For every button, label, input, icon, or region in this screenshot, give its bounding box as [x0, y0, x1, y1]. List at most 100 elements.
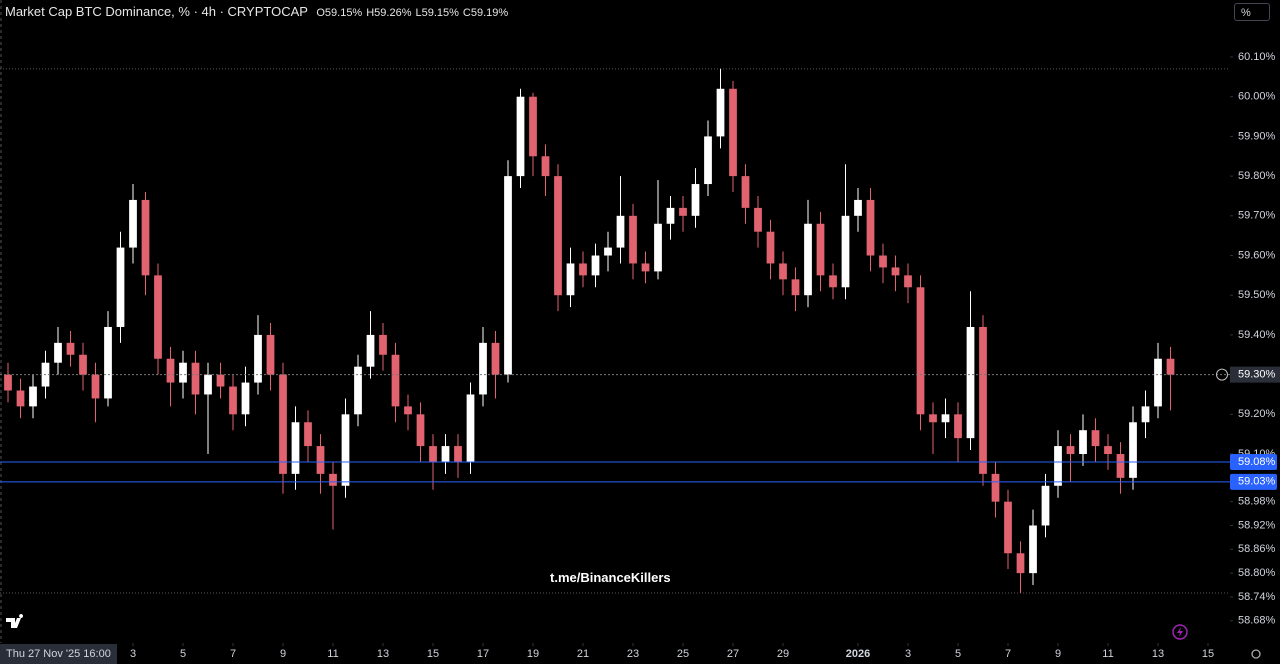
- candle-body: [154, 275, 162, 359]
- candle-body: [491, 342, 500, 375]
- candle-body: [266, 334, 275, 375]
- settings-icon[interactable]: [1251, 649, 1261, 659]
- candle-body: [54, 342, 62, 363]
- candle-body: [441, 446, 450, 462]
- x-tick-label: 23: [627, 648, 639, 660]
- ohlc-key: L: [415, 7, 422, 19]
- x-tick-label: 17: [477, 648, 489, 660]
- candle-body: [1154, 358, 1162, 407]
- ohlc-key: O: [316, 7, 325, 19]
- level-tag: [1230, 473, 1277, 490]
- candle-body: [1091, 430, 1100, 447]
- candle-body: [66, 342, 75, 355]
- candle-body: [941, 414, 950, 423]
- candle-body: [616, 215, 625, 248]
- x-tick-label: 21: [577, 648, 589, 660]
- candle-body: [454, 446, 462, 462]
- x-tick-label: 13: [1152, 648, 1164, 660]
- ohlc-value: 59.26%: [374, 7, 412, 19]
- bolt-icon[interactable]: [1172, 624, 1188, 640]
- x-tick-label: 7: [230, 648, 236, 660]
- tv-logo: [6, 614, 24, 628]
- candle-body: [179, 362, 187, 383]
- candle-body: [229, 386, 237, 415]
- x-tick-label: 27: [727, 648, 739, 660]
- watermark: t.me/BinanceKillers: [550, 570, 671, 585]
- candle-body: [591, 255, 600, 276]
- candle-body: [991, 473, 1000, 502]
- y-tick-label: 58.86%: [1238, 543, 1276, 555]
- x-tick-label: 7: [1005, 648, 1011, 660]
- y-tick-label: 59.70%: [1238, 210, 1276, 222]
- candle-body: [954, 414, 962, 439]
- candle-body: [754, 207, 762, 232]
- candle-body: [79, 354, 87, 375]
- candle-body: [729, 88, 737, 177]
- y-tick-label: 58.98%: [1238, 496, 1276, 508]
- y-tick-label: 59.40%: [1238, 329, 1276, 341]
- candle-body: [1079, 430, 1087, 455]
- x-tick-label: 2026: [846, 648, 870, 660]
- crosshair-date-label: Thu 27 Nov '25 16:00: [0, 644, 117, 664]
- candle-body: [1041, 485, 1050, 526]
- candle-body: [379, 334, 387, 355]
- candle-body: [654, 223, 662, 272]
- x-tick-label: 5: [955, 648, 961, 660]
- candle-body: [829, 275, 837, 288]
- candle-body: [341, 414, 350, 486]
- candle-body: [716, 88, 725, 137]
- candle-body: [529, 96, 537, 157]
- ohlc-item: O59.15%: [316, 7, 362, 19]
- candle-body: [29, 386, 37, 407]
- candle-body: [1054, 446, 1062, 486]
- level-tag: [1230, 453, 1277, 470]
- candle-body: [1029, 525, 1037, 574]
- candle-body: [704, 136, 712, 185]
- candle-body: [254, 334, 262, 383]
- candle-body: [679, 207, 687, 216]
- candle-body: [166, 358, 175, 383]
- ohlc-item: C59.19%: [463, 7, 508, 19]
- unit-button[interactable]: %: [1234, 3, 1270, 21]
- chart-title: Market Cap BTC Dominance, % · 4h · CRYPT…: [5, 4, 308, 19]
- ohlc-value: 59.15%: [421, 7, 459, 19]
- x-tick-label: 3: [905, 648, 911, 660]
- candle-body: [479, 342, 487, 395]
- candle-body: [891, 267, 900, 276]
- add-level-icon[interactable]: [1216, 368, 1228, 381]
- y-tick-label: 59.50%: [1238, 289, 1276, 301]
- candle-body: [579, 263, 587, 276]
- candle-body: [916, 287, 925, 415]
- candle-body: [1129, 422, 1137, 478]
- candle-body: [404, 406, 412, 415]
- candle-body: [779, 263, 787, 280]
- candle-body: [741, 176, 750, 208]
- y-tick-label: 60.00%: [1238, 91, 1276, 103]
- candle-body: [904, 275, 912, 288]
- candle-body: [191, 362, 200, 395]
- candle-body: [329, 473, 337, 486]
- x-tick-label: 19: [527, 648, 539, 660]
- candle-body: [966, 326, 975, 439]
- y-tick-label: 59.60%: [1238, 249, 1276, 261]
- candle-body: [279, 374, 287, 474]
- candle-body: [291, 422, 300, 474]
- candle-body: [979, 326, 987, 474]
- candle-body: [129, 199, 137, 248]
- candle-body: [241, 382, 250, 415]
- ohlc-item: L59.15%: [415, 7, 458, 19]
- candle-body: [854, 199, 862, 216]
- candle-body: [804, 223, 812, 296]
- candle-body: [691, 184, 700, 216]
- last-price-label: 59.30%: [1238, 369, 1276, 381]
- candle-body: [416, 414, 425, 447]
- x-tick-label: 11: [327, 648, 338, 660]
- candle-body: [304, 422, 312, 447]
- ohlc-key: H: [366, 7, 375, 19]
- candle-body: [16, 390, 25, 407]
- y-tick-label: 59.20%: [1238, 408, 1276, 420]
- y-tick-label: 60.10%: [1238, 51, 1276, 63]
